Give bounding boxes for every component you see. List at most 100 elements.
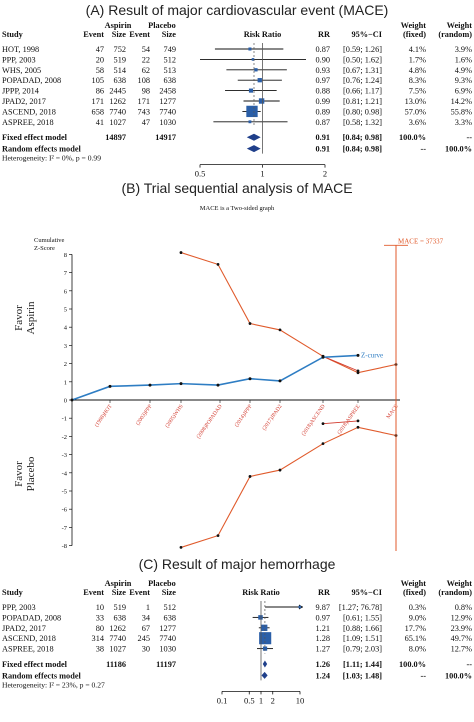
- x-tick-label: 1: [259, 695, 263, 705]
- random-ci: [0.84; 0.98]: [343, 145, 383, 154]
- x-tick-label: 2: [271, 695, 275, 705]
- header-placebo-size: Size: [162, 588, 177, 597]
- header-random: (random): [438, 588, 472, 597]
- z-curve-point: [248, 377, 252, 381]
- study-rr: 1.28: [315, 634, 330, 643]
- study-weight-fixed: 9.0%: [409, 613, 426, 622]
- y-tick-label: 3: [64, 343, 67, 350]
- y-tick-label: 1: [64, 379, 67, 386]
- lower-boundary-point: [179, 546, 183, 549]
- lower-boundary-point: [216, 534, 220, 537]
- study-rr: 0.87: [315, 118, 330, 127]
- x-tick-label: (2018)ASCEND: [300, 403, 327, 437]
- random-weight-random: 100.0%: [445, 145, 472, 154]
- x-tick-label: (1998)HOT: [93, 403, 114, 429]
- header-weight-random: Weight: [447, 579, 473, 588]
- study-rr: 0.89: [315, 107, 330, 116]
- header-weight-random: Weight: [447, 21, 473, 30]
- study-weight-fixed: 7.5%: [409, 87, 426, 96]
- z-curve-point: [321, 355, 325, 359]
- study-name: ASPREE, 2018: [2, 645, 54, 654]
- study-weight-fixed: 17.7%: [405, 624, 427, 633]
- fixed-label: Fixed effect model: [2, 660, 68, 669]
- study-weight-random: 55.8%: [451, 107, 473, 116]
- study-weight-random: 9.3%: [455, 76, 472, 85]
- study-weight-fixed: 8.0%: [409, 645, 426, 654]
- header-study: Study: [2, 30, 24, 39]
- placebo-size: 1030: [159, 645, 176, 654]
- aspirin-size: 752: [114, 45, 126, 54]
- header-aspirin-size: Size: [112, 30, 127, 39]
- z-curve-point: [108, 384, 112, 388]
- header-placebo: Placebo: [148, 579, 176, 588]
- study-weight-random: 49.7%: [451, 634, 473, 643]
- aspirin-event: 105: [92, 76, 104, 85]
- study-ci: [0.59; 1.26]: [343, 45, 382, 54]
- study-square: [257, 78, 262, 83]
- study-weight-random: 6.9%: [455, 87, 472, 96]
- aspirin-size: 1262: [109, 97, 126, 106]
- y-tick-label: -7: [62, 525, 68, 532]
- fixed-weight-random: --: [466, 133, 472, 142]
- x-tick-label: 0.5: [244, 695, 255, 705]
- study-name: ASCEND, 2018: [2, 107, 56, 116]
- study-square: [258, 615, 263, 620]
- placebo-size: 1277: [159, 624, 176, 633]
- y-axis-label: Z-Score: [34, 245, 55, 252]
- study-name: PPP, 2003: [2, 603, 36, 612]
- placebo-size: 638: [164, 613, 176, 622]
- aspirin-size: 638: [114, 76, 126, 85]
- study-ci: [0.67; 1.31]: [343, 66, 382, 75]
- placebo-size: 749: [164, 45, 176, 54]
- y-tick-label: -8: [62, 543, 67, 550]
- study-weight-random: 3.3%: [455, 118, 472, 127]
- aspirin-event: 41: [96, 118, 104, 127]
- z-curve-point: [179, 382, 183, 386]
- y-tick-label: 8: [64, 252, 67, 259]
- study-square: [248, 120, 252, 124]
- study-square: [262, 646, 268, 651]
- aspirin-size: 638: [114, 613, 126, 622]
- z-curve-point: [278, 379, 282, 383]
- upper-boundary-point: [216, 263, 220, 266]
- favor-placebo-label-line2: Placebo: [25, 456, 37, 491]
- study-ci: [0.79; 2.03]: [343, 645, 382, 654]
- y-axis-label: Cumulative: [34, 237, 64, 244]
- study-square: [248, 47, 252, 51]
- study-rr: 0.97: [315, 613, 330, 622]
- x-tick-label: (2014)JPPP: [233, 403, 254, 428]
- study-rr: 0.99: [315, 97, 330, 106]
- aspirin-event: 20: [96, 55, 104, 64]
- random-weight-fixed: --: [420, 671, 426, 680]
- study-name: WHS, 2005: [2, 66, 41, 75]
- study-rr: 9.87: [315, 603, 330, 612]
- x-tick-label: 10: [296, 695, 305, 705]
- header-placebo-event: Event: [129, 30, 150, 39]
- placebo-size: 638: [164, 76, 176, 85]
- study-weight-random: 1.6%: [455, 55, 472, 64]
- study-weight-random: 4.9%: [455, 66, 472, 75]
- placebo-event: 30: [142, 645, 150, 654]
- header-risk-ratio: Risk Ratio: [242, 588, 280, 597]
- y-tick-label: 5: [64, 307, 67, 314]
- placebo-size: 1277: [159, 97, 176, 106]
- y-tick-label: -2: [62, 434, 67, 441]
- header-study: Study: [2, 588, 24, 597]
- futility-lower-point: [356, 419, 360, 423]
- header-rr: RR: [318, 30, 331, 39]
- fixed-placebo-total: 11197: [156, 660, 176, 669]
- study-name: JPAD2, 2017: [2, 624, 46, 633]
- header-random: (random): [438, 30, 472, 39]
- panel-c-title: (C) Result of major hemorrhage: [138, 556, 336, 572]
- fixed-diamond: [262, 660, 268, 668]
- lower-boundary-point: [321, 442, 325, 446]
- study-square: [261, 624, 268, 631]
- z-curve-point: [148, 383, 152, 387]
- random-diamond: [261, 671, 268, 679]
- study-rr: 0.90: [315, 55, 330, 64]
- study-weight-random: 3.9%: [455, 45, 472, 54]
- header-aspirin-event: Event: [83, 588, 104, 597]
- placebo-event: 98: [142, 87, 150, 96]
- favor-aspirin-label-line1: Favor: [13, 305, 25, 331]
